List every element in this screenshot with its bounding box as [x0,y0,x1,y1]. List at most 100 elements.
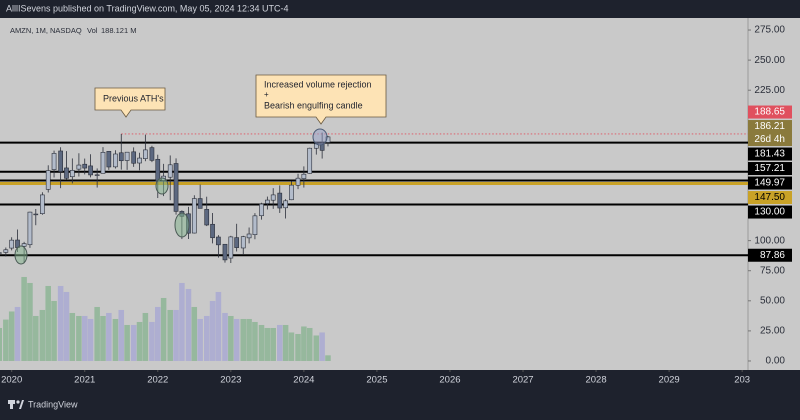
volume-bar [69,312,76,361]
volume-bar [21,276,27,361]
y-tick-label: 0.00 [766,356,786,367]
volume-bar [191,306,198,361]
candle-body [277,192,283,209]
y-tick-label: 25.00 [760,326,785,337]
candle-body [252,215,258,235]
volume-bar [27,282,33,361]
volume-bar [51,300,57,361]
volume-bar [282,324,289,361]
candle-body [51,153,57,170]
candle-body [259,203,264,217]
volume-bar [33,315,39,361]
volume-bar [0,327,3,361]
volume-legend-value: 188.121 M [101,26,136,35]
candle-body [124,151,130,161]
footer-text: TradingView [28,399,78,409]
candle-body [137,157,142,164]
volume-bar [8,311,15,361]
price-label-bg [748,191,792,205]
volume-bar [222,312,228,361]
volume-bar [136,321,143,361]
volume-bar [118,309,125,361]
header-text: AlllISevens published on TradingView.com… [6,3,289,13]
candle-body [173,163,179,212]
candle-body [113,153,118,168]
volume-bar [3,319,9,361]
volume-bar [197,318,203,361]
x-tick-label: 2028 [585,375,606,386]
volume-bar [142,312,149,361]
volume-bar [94,306,100,361]
x-tick-label: 2022 [147,375,168,386]
x-tick-label: 203 [734,375,750,386]
volume-bar [288,332,295,361]
ath-label: 188.65 [754,107,785,118]
candle-body [58,150,63,172]
candle-body [100,152,106,174]
volume-bar [277,324,283,361]
candle-body [3,249,9,253]
candle-body [283,200,288,209]
volume-bar [149,321,155,361]
volume-bar [167,309,173,361]
volume-bar [112,318,119,361]
volume-bar [203,315,210,361]
candle-body [27,211,33,246]
volume-bar [45,285,51,361]
volume-bar [130,324,137,361]
candle-body [9,239,15,249]
highlight [155,177,169,195]
candle-body [76,164,82,170]
level-label: 87.86 [760,250,785,261]
level-label: 149.97 [754,178,785,189]
candle-body [82,163,88,169]
candle-body [33,213,39,216]
volume-bar [155,306,161,361]
y-tick-label: 75.00 [760,265,785,276]
candle-body [191,198,197,234]
volume-legend: Vol [87,26,98,35]
volume-bar [240,318,247,361]
series-layer [0,132,748,361]
candle-body [197,198,203,209]
candle-body [265,199,270,204]
price-label-bg [748,176,792,190]
candle-body [307,147,313,174]
candle-body [94,174,100,176]
annotation-text: Increased volume rejection [264,79,372,89]
volume-bar [258,324,265,361]
candle-body [210,223,215,239]
candle-body [234,237,240,248]
candle-body [240,236,246,249]
level-label: 130.00 [754,207,785,218]
volume-bar [39,309,46,361]
highlight [312,128,328,146]
last-price-label: 186.21 [754,121,785,132]
volume-bar [270,327,276,361]
x-tick-label: 2024 [293,375,314,386]
price-label-bg [748,105,792,119]
footer-bar [0,390,800,415]
price-label-bg [748,162,792,176]
candle-body [289,184,294,201]
y-tick-label: 100.00 [754,235,785,246]
candle-body [143,149,148,159]
x-tick-label: 2026 [439,375,460,386]
volume-bar [233,318,240,361]
y-tick-label: 275.00 [754,25,785,36]
x-tick-label: 2021 [74,375,95,386]
level-label: 181.43 [754,149,785,160]
x-tick-label: 2023 [220,375,241,386]
highlights [14,128,328,265]
candle-body [88,165,93,176]
volume-bar [81,315,88,361]
candle-body [69,170,75,178]
volume-bar [106,312,112,361]
x-tick-label: 2020 [1,375,22,386]
highlight [14,245,28,265]
header-bar [0,0,800,18]
y-tick-label: 225.00 [754,85,785,96]
candle-body [131,151,137,164]
volume-bar [209,300,216,361]
